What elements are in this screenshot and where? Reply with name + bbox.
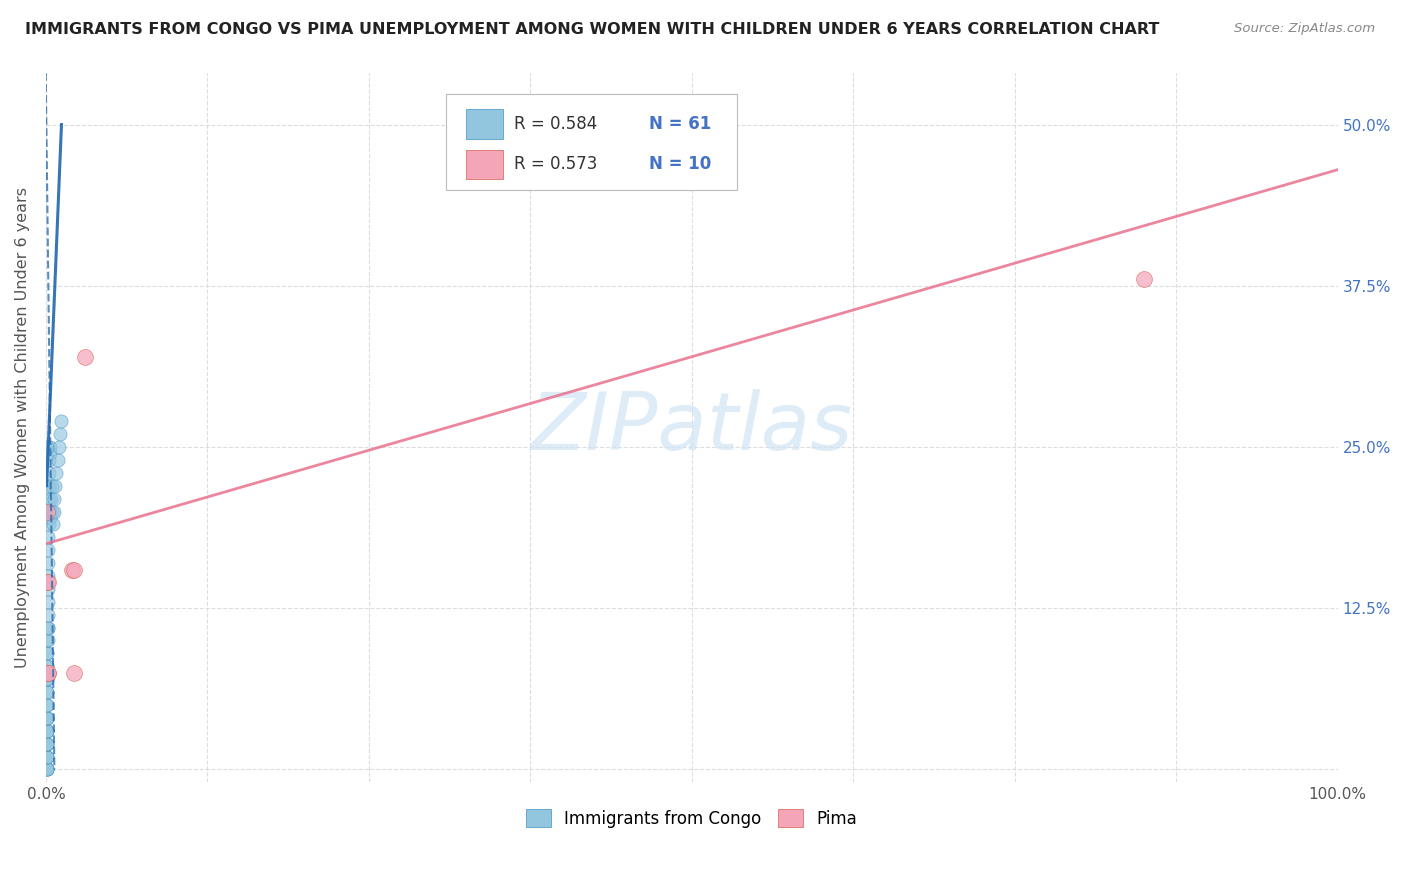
Point bbox=[63, 665, 86, 680]
Point bbox=[39, 491, 62, 506]
Point bbox=[35, 749, 58, 764]
Point bbox=[35, 575, 58, 590]
FancyBboxPatch shape bbox=[465, 150, 503, 179]
Text: N = 10: N = 10 bbox=[650, 155, 711, 173]
Point bbox=[41, 504, 63, 518]
Point bbox=[42, 504, 65, 518]
Point bbox=[42, 517, 65, 532]
Text: R = 0.573: R = 0.573 bbox=[513, 155, 598, 173]
Point bbox=[37, 672, 59, 686]
Text: IMMIGRANTS FROM CONGO VS PIMA UNEMPLOYMENT AMONG WOMEN WITH CHILDREN UNDER 6 YEA: IMMIGRANTS FROM CONGO VS PIMA UNEMPLOYME… bbox=[25, 22, 1160, 37]
Point bbox=[37, 595, 59, 609]
Point bbox=[37, 621, 59, 635]
Point bbox=[37, 646, 59, 660]
Point bbox=[37, 582, 59, 596]
Point bbox=[35, 723, 58, 738]
Point bbox=[35, 763, 58, 777]
FancyBboxPatch shape bbox=[465, 109, 503, 139]
Point bbox=[49, 427, 72, 442]
Point bbox=[41, 479, 63, 493]
Point bbox=[35, 723, 58, 738]
Point bbox=[63, 562, 86, 576]
Point bbox=[37, 575, 59, 590]
Point bbox=[38, 446, 60, 460]
Point bbox=[35, 685, 58, 699]
Point bbox=[45, 466, 67, 480]
Point bbox=[35, 711, 58, 725]
Point bbox=[60, 562, 83, 576]
Point bbox=[35, 763, 58, 777]
Point bbox=[38, 491, 60, 506]
Point bbox=[35, 723, 58, 738]
Point bbox=[38, 479, 60, 493]
Point bbox=[35, 749, 58, 764]
Text: Source: ZipAtlas.com: Source: ZipAtlas.com bbox=[1234, 22, 1375, 36]
FancyBboxPatch shape bbox=[446, 95, 737, 190]
Point bbox=[37, 646, 59, 660]
Point bbox=[35, 763, 58, 777]
Text: ZIPatlas: ZIPatlas bbox=[530, 389, 853, 467]
Point bbox=[35, 440, 58, 454]
Point bbox=[35, 737, 58, 751]
Point bbox=[38, 504, 60, 518]
Point bbox=[35, 698, 58, 712]
Point bbox=[38, 504, 60, 518]
Y-axis label: Unemployment Among Women with Children Under 6 years: Unemployment Among Women with Children U… bbox=[15, 187, 30, 668]
Point bbox=[35, 711, 58, 725]
Point bbox=[44, 479, 66, 493]
Point bbox=[37, 665, 59, 680]
Point bbox=[73, 350, 96, 364]
Point bbox=[44, 491, 66, 506]
Point bbox=[38, 453, 60, 467]
Point bbox=[38, 440, 60, 454]
Point bbox=[51, 414, 73, 428]
Point bbox=[35, 749, 58, 764]
Point bbox=[35, 672, 58, 686]
Point bbox=[38, 466, 60, 480]
Point bbox=[48, 440, 70, 454]
Text: N = 61: N = 61 bbox=[650, 115, 711, 133]
Point bbox=[37, 543, 59, 558]
Point bbox=[37, 569, 59, 583]
Point bbox=[35, 763, 58, 777]
Point bbox=[37, 659, 59, 673]
Point bbox=[39, 511, 62, 525]
Point bbox=[1133, 272, 1156, 286]
Point bbox=[37, 607, 59, 622]
Text: R = 0.584: R = 0.584 bbox=[513, 115, 596, 133]
Point bbox=[35, 504, 58, 518]
Point bbox=[37, 530, 59, 544]
Point bbox=[35, 737, 58, 751]
Point bbox=[35, 672, 58, 686]
Point bbox=[37, 665, 59, 680]
Point bbox=[37, 633, 59, 648]
Point bbox=[37, 633, 59, 648]
Point bbox=[35, 737, 58, 751]
Point bbox=[46, 453, 69, 467]
Point bbox=[37, 556, 59, 570]
Legend: Immigrants from Congo, Pima: Immigrants from Congo, Pima bbox=[519, 803, 865, 834]
Point bbox=[35, 685, 58, 699]
Point bbox=[35, 698, 58, 712]
Point bbox=[38, 517, 60, 532]
Point bbox=[37, 659, 59, 673]
Point bbox=[35, 711, 58, 725]
Point bbox=[37, 621, 59, 635]
